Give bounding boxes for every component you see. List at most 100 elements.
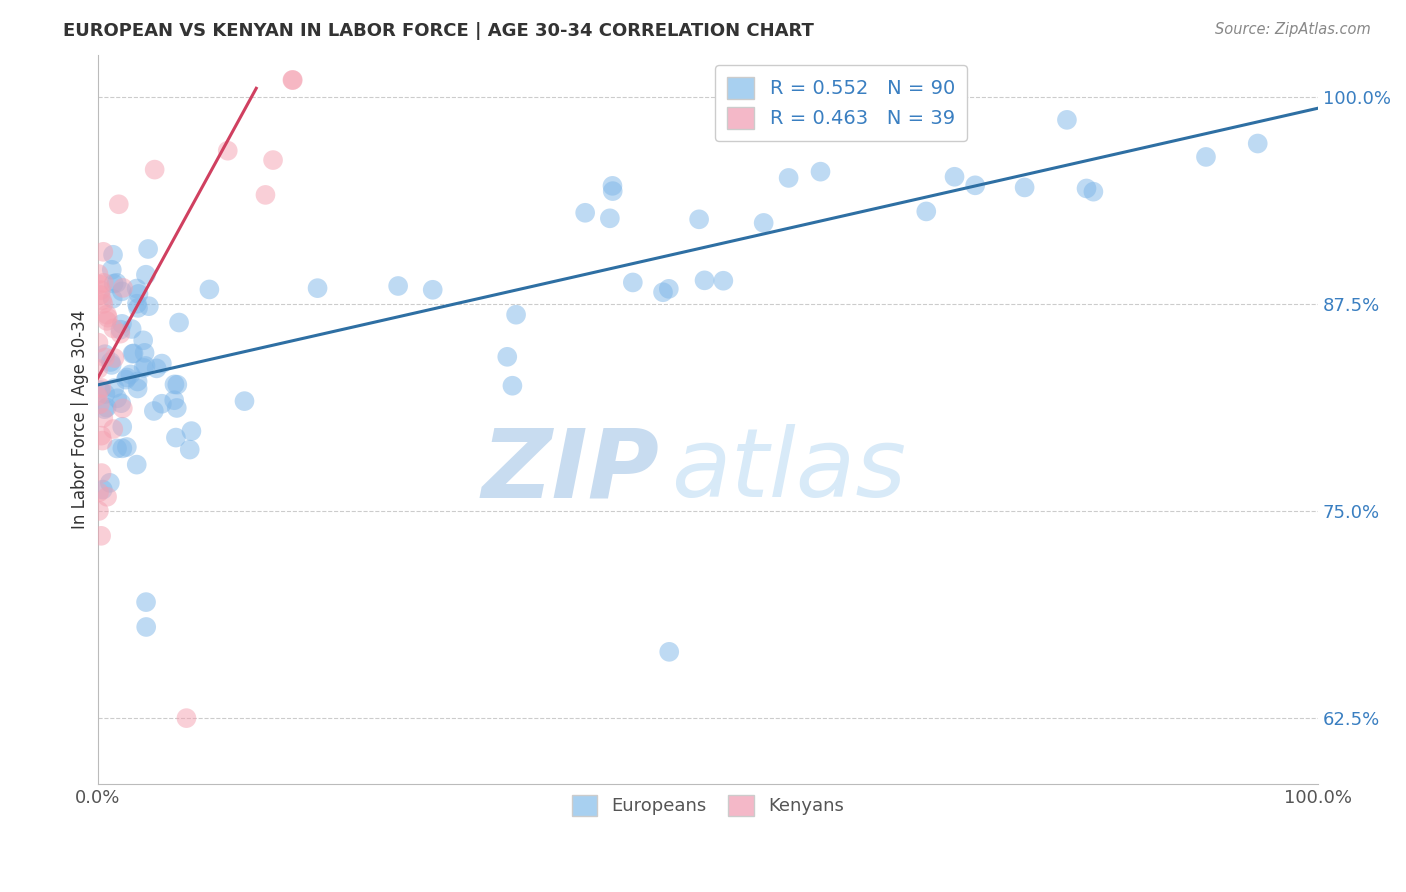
Point (110, 396, 132, 410)
Point (602, 184, 624, 198)
Point (134, 346, 156, 360)
Point (505, 308, 527, 322)
Point (94, 351, 117, 365)
Point (127, 301, 149, 315)
Point (93, 402, 115, 417)
Point (91, 434, 114, 448)
Point (101, 292, 124, 306)
Point (90, 283, 112, 297)
Point (94, 387, 117, 401)
Point (107, 197, 129, 211)
Point (101, 262, 124, 277)
Text: EUROPEAN VS KENYAN IN LABOR FORCE | AGE 30-34 CORRELATION CHART: EUROPEAN VS KENYAN IN LABOR FORCE | AGE … (63, 22, 814, 40)
Point (688, 212, 710, 227)
Point (105, 391, 128, 405)
Point (91, 244, 114, 259)
Point (87, 362, 110, 376)
Point (90, 466, 112, 480)
Point (422, 283, 444, 297)
Text: Source: ZipAtlas.com: Source: ZipAtlas.com (1215, 22, 1371, 37)
Point (103, 277, 125, 291)
Point (1056, 112, 1078, 127)
Point (150, 397, 173, 411)
Point (105, 276, 128, 290)
Point (96, 314, 118, 328)
Point (166, 377, 188, 392)
Point (89, 277, 111, 292)
Point (145, 361, 167, 376)
Point (943, 169, 966, 184)
Point (93, 276, 115, 290)
Point (127, 382, 149, 396)
Point (167, 316, 190, 330)
Point (135, 595, 157, 609)
Point (658, 645, 681, 659)
Point (96, 308, 118, 322)
Point (100, 355, 122, 369)
Point (262, 153, 284, 167)
Point (176, 711, 198, 725)
Point (752, 216, 775, 230)
Point (96, 490, 118, 504)
Point (163, 393, 186, 408)
Point (90, 428, 112, 442)
Point (112, 281, 135, 295)
Point (163, 377, 186, 392)
Point (111, 285, 134, 299)
Point (110, 323, 132, 337)
Point (143, 162, 166, 177)
Point (87, 335, 110, 350)
Point (111, 401, 134, 416)
Point (101, 248, 124, 262)
Point (658, 282, 681, 296)
Point (100, 358, 122, 372)
Point (121, 347, 143, 361)
Point (307, 281, 329, 295)
Point (574, 206, 596, 220)
Point (711, 274, 734, 288)
Point (115, 373, 138, 387)
Point (96, 401, 118, 415)
Point (501, 378, 523, 392)
Point (1014, 180, 1036, 194)
Point (233, 394, 256, 409)
Point (132, 360, 155, 375)
Point (91, 297, 114, 311)
Point (103, 422, 125, 436)
Point (778, 170, 800, 185)
Point (125, 297, 148, 311)
Point (105, 442, 128, 456)
Legend: Europeans, Kenyans: Europeans, Kenyans (561, 784, 855, 827)
Point (87, 267, 110, 281)
Point (121, 322, 143, 336)
Point (111, 317, 134, 331)
Point (127, 286, 149, 301)
Point (111, 442, 134, 456)
Point (165, 431, 187, 445)
Point (89, 288, 111, 302)
Point (127, 375, 149, 389)
Point (111, 419, 134, 434)
Point (180, 424, 202, 438)
Point (150, 357, 173, 371)
Point (775, 120, 797, 135)
Point (135, 620, 157, 634)
Point (1083, 185, 1105, 199)
Point (89, 397, 111, 411)
Point (122, 346, 145, 360)
Point (125, 281, 148, 295)
Point (98, 475, 121, 490)
Point (135, 359, 157, 373)
Point (91, 483, 114, 497)
Point (103, 321, 125, 335)
Point (132, 334, 155, 348)
Point (89, 383, 111, 397)
Point (693, 273, 716, 287)
Text: ZIP: ZIP (481, 425, 659, 517)
Point (179, 442, 201, 457)
Point (91, 293, 114, 308)
Point (135, 268, 157, 282)
Point (87, 485, 110, 500)
Point (115, 370, 138, 384)
Point (115, 440, 138, 454)
